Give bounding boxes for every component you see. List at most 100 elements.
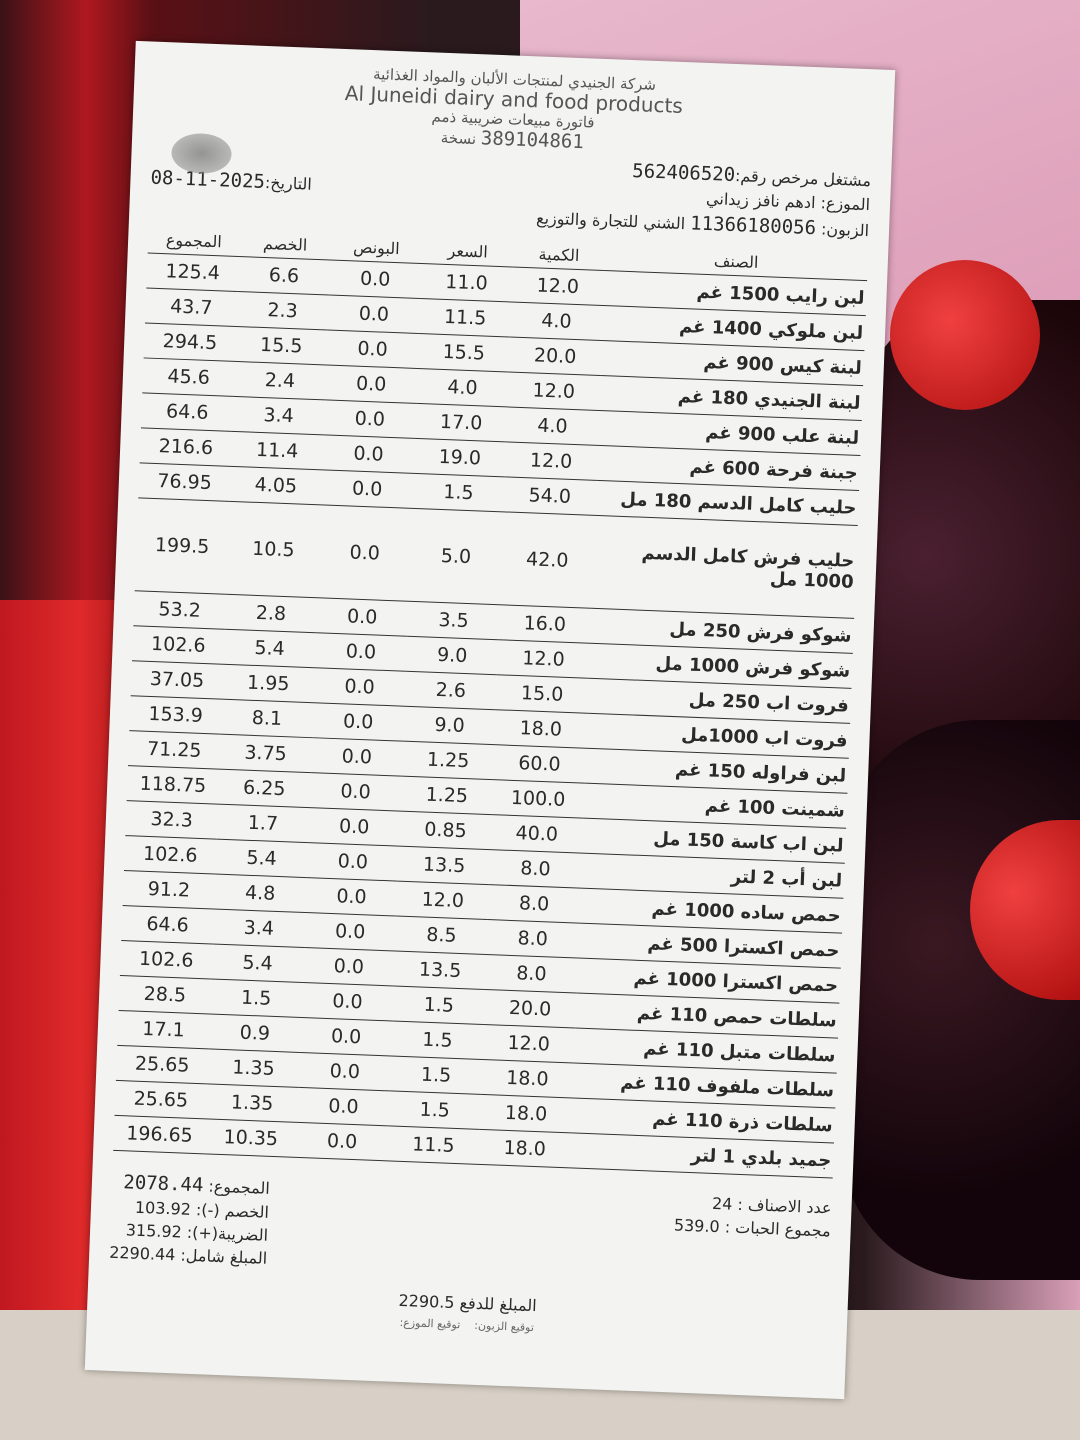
bonus: 0.0 bbox=[328, 260, 422, 299]
price: 0.85 bbox=[399, 811, 492, 850]
quantity: 8.0 bbox=[486, 919, 580, 959]
units-total-label: مجموع الحبات : bbox=[724, 1217, 832, 1241]
line-total: 102.6 bbox=[123, 835, 217, 875]
price: 1.25 bbox=[400, 776, 494, 815]
soda-bottle bbox=[840, 720, 1080, 1280]
subtotal-label: المجموع: bbox=[208, 1176, 271, 1198]
price: 1.5 bbox=[392, 986, 486, 1025]
column-header: الكمية bbox=[512, 239, 606, 271]
line-total: 102.6 bbox=[132, 625, 225, 665]
discount: 0.9 bbox=[208, 1013, 302, 1053]
line-total: 37.05 bbox=[130, 660, 224, 700]
distributor-label: الموزع: bbox=[820, 193, 871, 215]
discount: 6.25 bbox=[217, 769, 311, 808]
price: 1.5 bbox=[412, 473, 505, 512]
bonus: 0.0 bbox=[299, 1017, 393, 1056]
bottle-cap bbox=[890, 260, 1040, 410]
line-total: 153.9 bbox=[129, 695, 222, 735]
discount: 4.05 bbox=[229, 466, 323, 505]
price: 5.0 bbox=[408, 508, 504, 605]
bonus: 0.0 bbox=[305, 877, 398, 917]
tax-total: 315.92 bbox=[125, 1220, 183, 1242]
invoice-number: 389104861 bbox=[480, 127, 585, 154]
quantity: 12.0 bbox=[511, 267, 605, 306]
line-total: 199.5 bbox=[134, 497, 230, 595]
line-total: 125.4 bbox=[146, 253, 239, 292]
bonus: 0.0 bbox=[301, 982, 394, 1021]
bonus: 0.0 bbox=[298, 1052, 392, 1091]
line-total: 196.65 bbox=[113, 1115, 206, 1154]
customer-label: الزبون: bbox=[820, 219, 870, 241]
line-total: 53.2 bbox=[133, 590, 227, 630]
line-total: 17.1 bbox=[117, 1010, 210, 1049]
price: 11.0 bbox=[420, 263, 513, 303]
quantity: 12.0 bbox=[497, 639, 590, 679]
discount: 2.4 bbox=[233, 361, 327, 400]
customer-name: الشني للتجارة والتوزيع bbox=[535, 208, 686, 234]
price: 3.5 bbox=[407, 601, 500, 640]
price: 1.5 bbox=[388, 1090, 482, 1130]
quantity: 60.0 bbox=[493, 744, 586, 784]
price: 4.0 bbox=[416, 368, 509, 407]
discount: 5.4 bbox=[211, 944, 304, 983]
distributor-signature-label: توقيع الموزع: bbox=[399, 1315, 461, 1332]
discount: 15.5 bbox=[234, 326, 328, 365]
bonus: 0.0 bbox=[309, 772, 402, 812]
quantity: 42.0 bbox=[499, 511, 595, 609]
distributor-name: ادهم نافز زيداني bbox=[705, 188, 816, 213]
column-header: الخصم bbox=[238, 229, 332, 261]
bonus: 0.0 bbox=[297, 1087, 390, 1126]
discount: 3.75 bbox=[219, 734, 312, 773]
bonus: 0.0 bbox=[314, 632, 408, 672]
discount: 3.4 bbox=[212, 909, 306, 948]
discount: 8.1 bbox=[220, 699, 314, 738]
items-count-label: عدد الاصناف : bbox=[737, 1194, 832, 1218]
quantity: 4.0 bbox=[510, 302, 603, 341]
quantity: 18.0 bbox=[479, 1094, 573, 1133]
items-count: 24 bbox=[711, 1193, 733, 1214]
discount-label: الخصم (-): bbox=[195, 1200, 270, 1222]
discount: 1.95 bbox=[221, 664, 315, 703]
price: 13.5 bbox=[397, 846, 491, 885]
discount: 5.4 bbox=[215, 839, 308, 878]
receipt-summary: عدد الاصناف : 24 مجموع الحبات : 539.0 ال… bbox=[109, 1167, 832, 1294]
discount: 1.7 bbox=[216, 804, 310, 843]
bonus: 0.0 bbox=[322, 434, 415, 474]
grand-total-label: المبلغ شامل: bbox=[180, 1245, 268, 1268]
price: 11.5 bbox=[418, 298, 512, 337]
line-total: 118.75 bbox=[126, 765, 220, 805]
quantity: 40.0 bbox=[490, 814, 584, 854]
line-total: 76.95 bbox=[138, 462, 231, 502]
quantity: 15.0 bbox=[495, 674, 589, 714]
subtotal: 2078.44 bbox=[122, 1171, 204, 1197]
price: 9.0 bbox=[403, 706, 496, 745]
line-total: 64.6 bbox=[140, 392, 234, 432]
bonus: 0.0 bbox=[307, 807, 401, 847]
line-total: 64.6 bbox=[121, 905, 214, 945]
units-total: 539.0 bbox=[673, 1215, 721, 1237]
bonus: 0.0 bbox=[324, 364, 418, 404]
line-total: 216.6 bbox=[139, 427, 233, 467]
invoice-copy-label: نسخة bbox=[440, 128, 477, 149]
items-table: الصنف الكمية السعر البونص الخصم المجموع لبن ر… bbox=[113, 225, 869, 1179]
customer-signature-label: توقيع الزبون: bbox=[474, 1318, 535, 1335]
quantity: 54.0 bbox=[503, 476, 597, 516]
column-header: المجموع bbox=[147, 225, 241, 257]
discount: 4.8 bbox=[213, 874, 307, 913]
price: 12.0 bbox=[396, 881, 490, 920]
price: 19.0 bbox=[413, 438, 507, 477]
bonus: 0.0 bbox=[303, 912, 397, 952]
discount: 6.6 bbox=[237, 256, 331, 296]
bonus: 0.0 bbox=[306, 842, 400, 882]
price: 17.0 bbox=[414, 403, 508, 442]
bonus: 0.0 bbox=[323, 399, 417, 439]
line-total: 45.6 bbox=[142, 357, 235, 397]
line-total: 294.5 bbox=[143, 322, 237, 362]
bonus: 0.0 bbox=[315, 597, 409, 637]
discount: 5.4 bbox=[223, 629, 316, 668]
discount-total: 103.92 bbox=[134, 1197, 192, 1219]
amount-due-value: 2290.5 bbox=[398, 1290, 455, 1313]
price: 13.5 bbox=[393, 951, 487, 990]
price: 1.25 bbox=[401, 741, 495, 780]
quantity: 12.0 bbox=[504, 441, 598, 481]
